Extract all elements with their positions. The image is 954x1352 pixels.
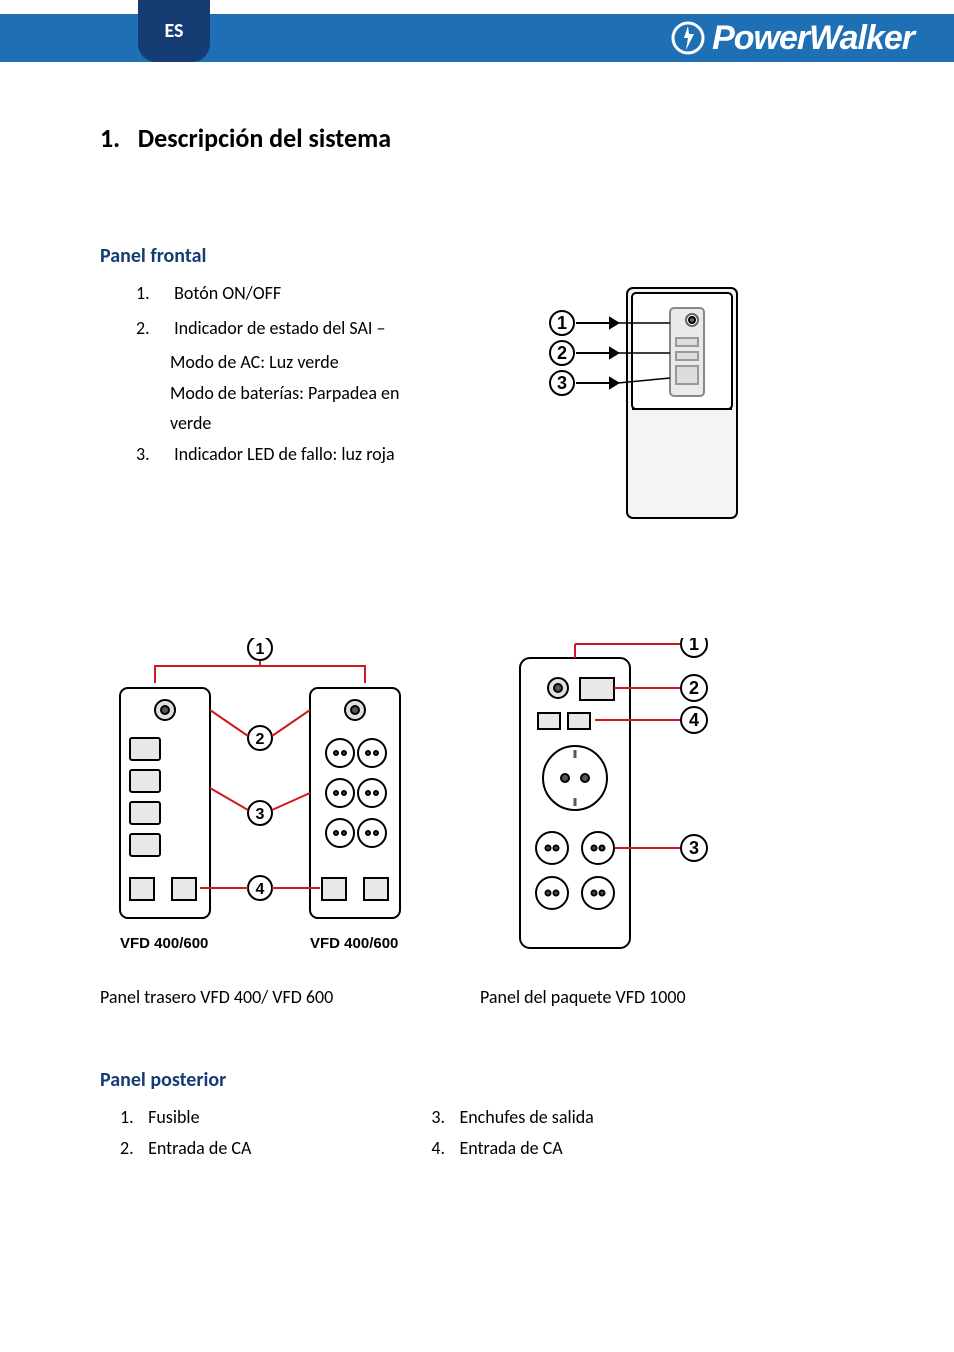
language-label: ES [164,19,183,43]
item-text: Enchufes de salida [459,1106,593,1128]
svg-text:1: 1 [256,641,265,658]
sub-item: Modo de AC: Luz verde [100,347,440,378]
back-col-1: 1. Fusible 2. Entrada de CA [120,1102,251,1163]
svg-text:3: 3 [256,806,265,823]
model-label-right: VFD 400/600 [310,935,398,952]
svg-text:4: 4 [689,710,699,730]
svg-text:2: 2 [689,678,699,698]
section-name: Descripción del sistema [138,122,391,154]
item-text: Indicador de estado del SAI – [174,317,385,339]
rear-panels-row: 1 [100,638,854,1008]
svg-text:2: 2 [256,731,265,748]
list-item: 3. Enchufes de salida [431,1102,593,1133]
rear-right-diagram: 1 2 4 3 Panel del paquete VFD 1000 [480,638,760,1008]
svg-text:1: 1 [689,638,699,654]
brand-text: PowerWalker [712,19,914,58]
svg-text:1: 1 [557,313,567,333]
item-number: 2. [120,1133,144,1164]
brand-logo: PowerWalker [670,19,914,58]
list-item: 1. Fusible [120,1102,251,1133]
front-panel-diagram: 1 2 3 [470,278,854,528]
list-item: 3. Indicador LED de fallo: luz roja [136,439,440,470]
sub-item: Modo de baterías: Parpadea en verde [100,378,440,439]
item-number: 2. [136,313,170,344]
list-item: 4. Entrada de CA [431,1133,593,1164]
item-number: 1. [136,278,170,309]
page-header: PowerWalker ES [0,0,954,72]
item-text: Entrada de CA [459,1137,562,1159]
item-text: Fusible [148,1106,199,1128]
rear-left-caption: Panel trasero VFD 400/ VFD 600 [100,986,333,1008]
section-number: 1. [100,122,120,154]
model-label-left: VFD 400/600 [120,935,208,952]
rear-right-caption: Panel del paquete VFD 1000 [480,986,686,1008]
section-title: 1. Descripción del sistema [100,122,854,154]
item-number: 1. [120,1102,144,1133]
item-number: 4. [431,1133,455,1164]
item-number: 3. [431,1102,455,1133]
front-panel-heading: Panel frontal [100,244,854,268]
svg-text:2: 2 [557,343,567,363]
back-panel-columns: 1. Fusible 2. Entrada de CA 3. Enchufes … [100,1102,854,1163]
svg-text:4: 4 [256,881,265,898]
item-text: Entrada de CA [148,1137,251,1159]
item-text: Botón ON/OFF [174,282,281,304]
item-number: 3. [136,439,170,470]
item-text: Indicador LED de fallo: luz roja [174,443,395,465]
back-panel-heading: Panel posterior [100,1068,854,1092]
svg-text:3: 3 [689,838,699,858]
list-item: 1. Botón ON/OFF [136,278,440,309]
front-panel-list: 1. Botón ON/OFF 2. Indicador de estado d… [100,278,440,474]
rear-left-diagram: 1 [100,638,420,1008]
list-item: 2. Entrada de CA [120,1133,251,1164]
back-col-2: 3. Enchufes de salida 4. Entrada de CA [431,1102,593,1163]
list-item: 2. Indicador de estado del SAI – [136,313,440,344]
svg-text:3: 3 [557,373,567,393]
language-tab: ES [138,0,210,62]
brand-icon [670,20,706,56]
